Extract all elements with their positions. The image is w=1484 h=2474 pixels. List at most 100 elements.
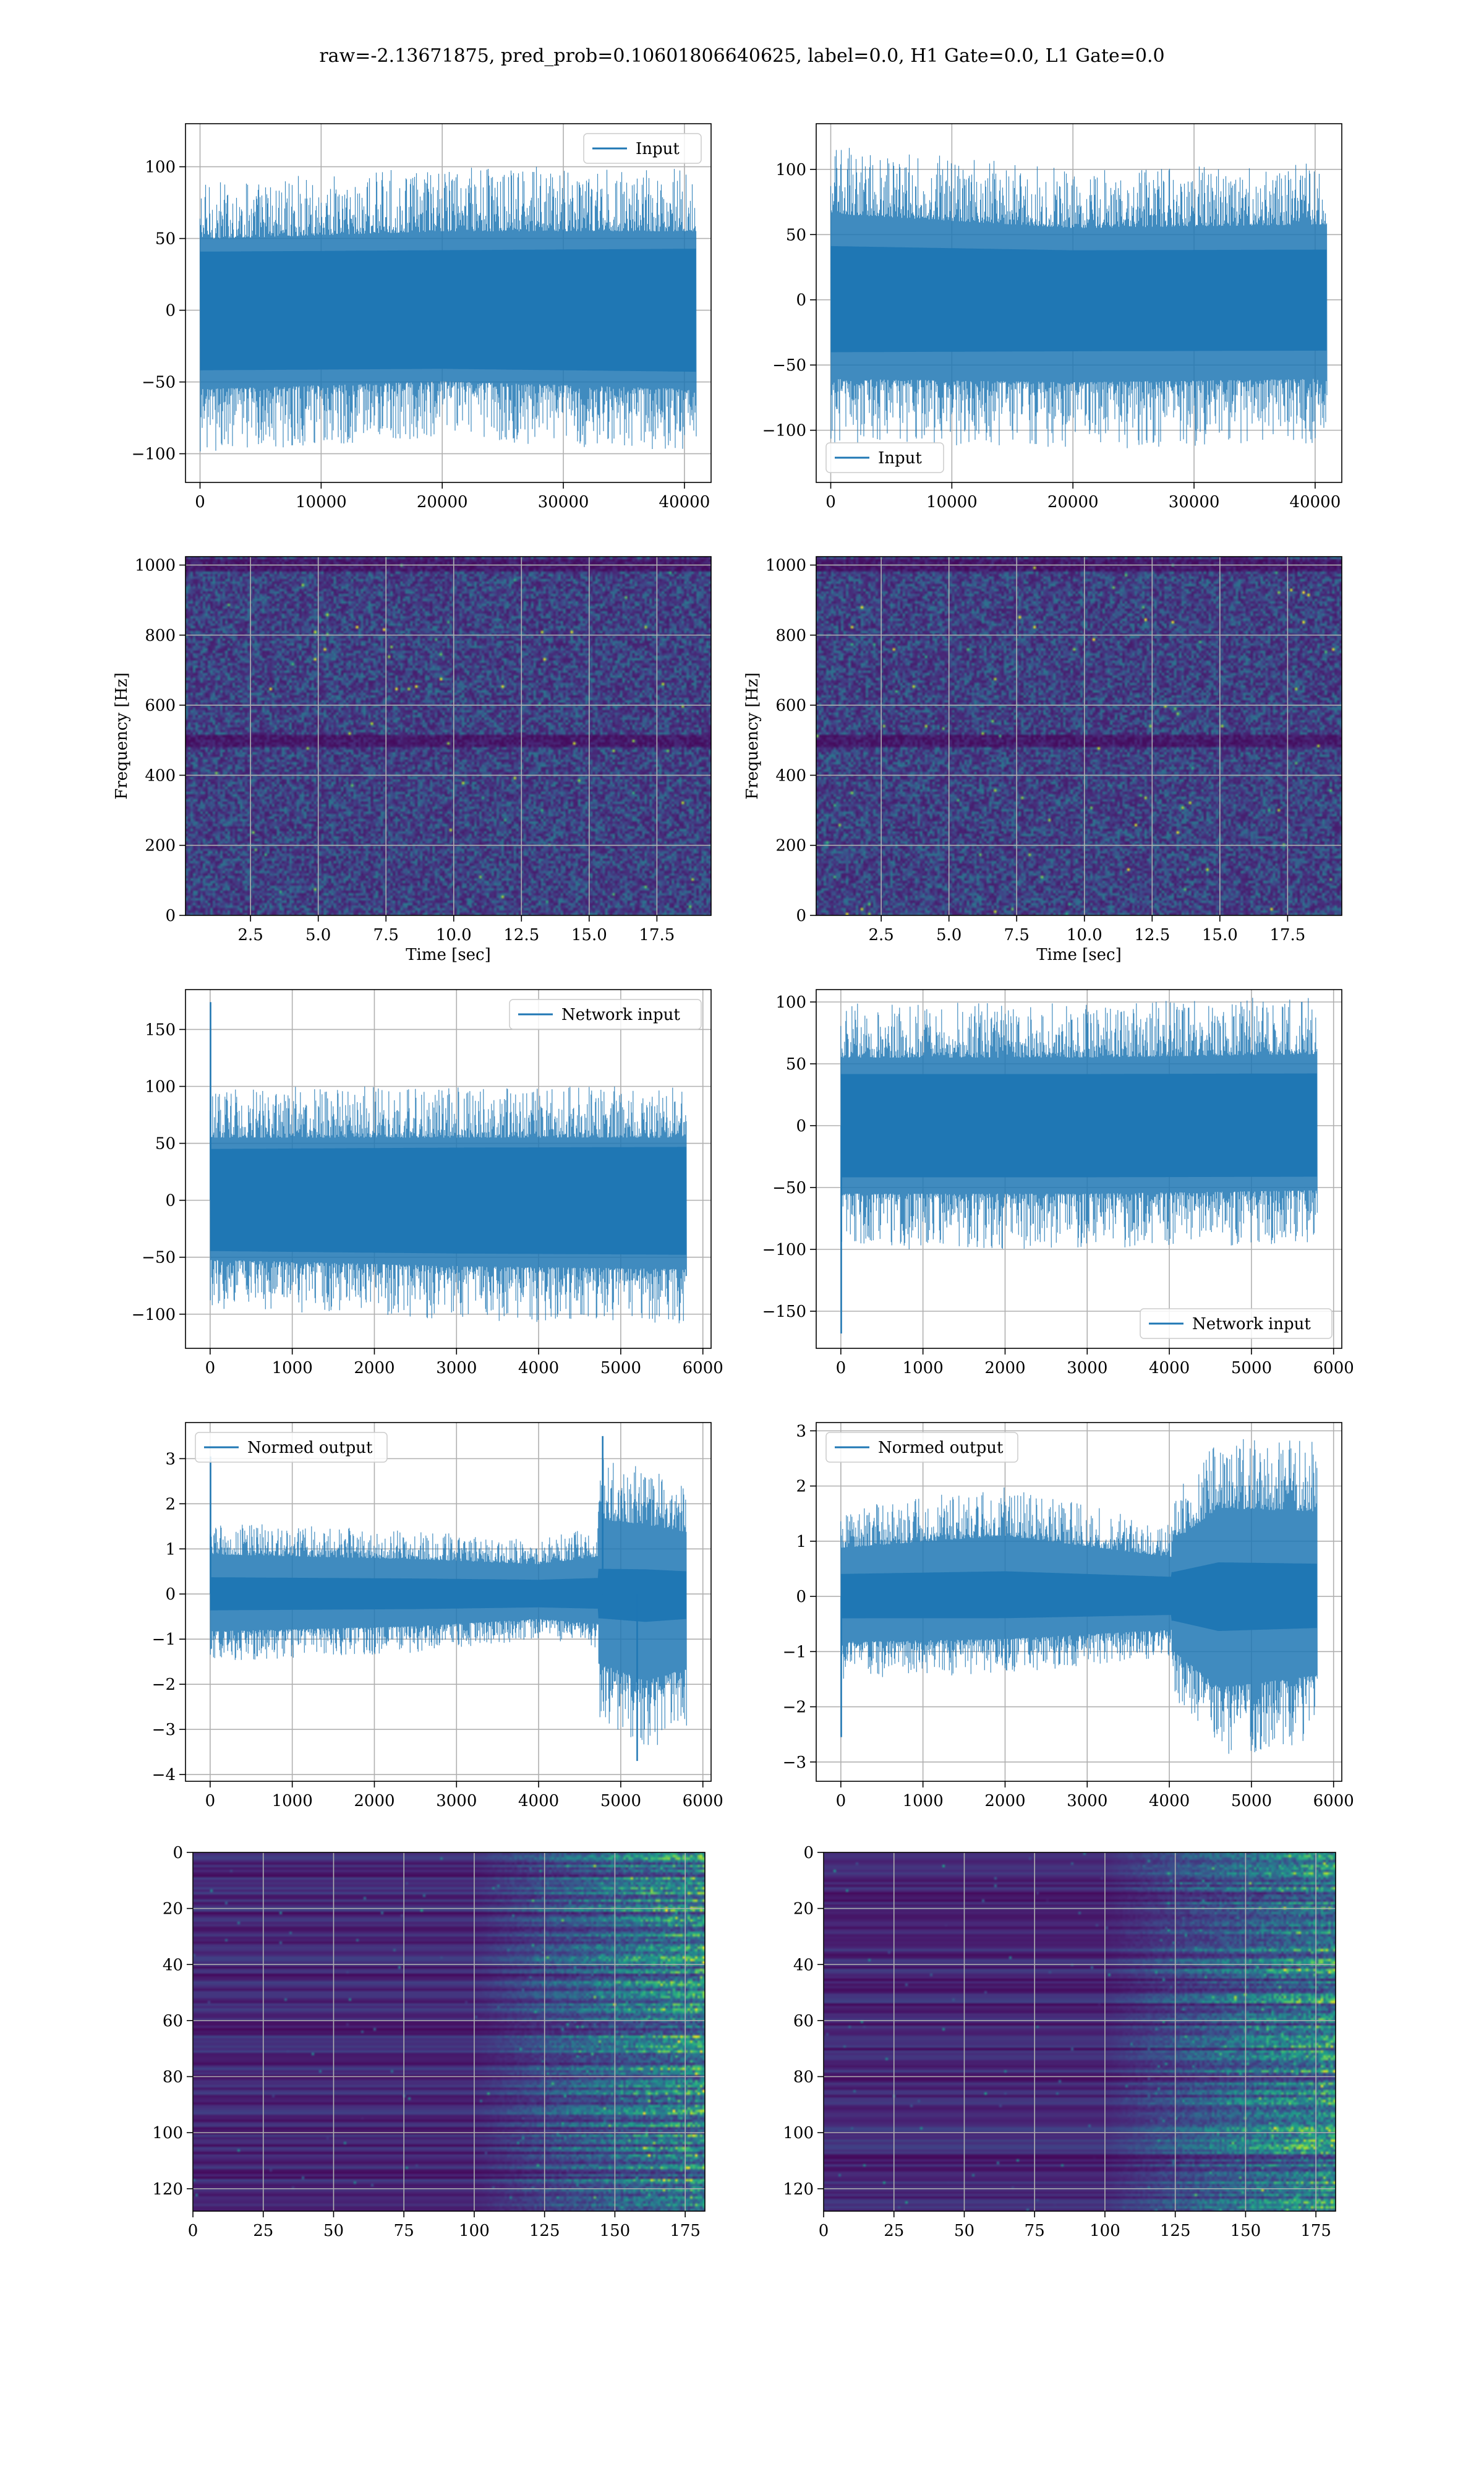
l1-input-legend-box	[825, 442, 944, 473]
l1-input-xtick-label-3: 30000	[1169, 493, 1220, 511]
h1-network-input-ytick-label-1: −50	[142, 1249, 176, 1267]
l1-feature-map-ytick-label-6: 120	[783, 2180, 814, 2199]
h1-normed-output-legend: Normed output	[195, 1432, 388, 1463]
h1-input-legend: Input	[583, 133, 702, 164]
h1-network-input-xtick-label-3: 3000	[436, 1359, 477, 1377]
l1-feature-map-xtick-label-4: 100	[1090, 2222, 1120, 2240]
l1-spectrogram-ytick-label-3: 600	[775, 696, 806, 715]
l1-input-ytick-label-4: 100	[775, 161, 806, 179]
h1-spectrogram-heatmap-image	[186, 557, 711, 915]
l1-network-input-legend-label: Network input	[1192, 1315, 1311, 1333]
chart-h1-feature-map: 0 25 50 75 100 125 150 175 0 20 40 60 80 100 120	[152, 1844, 706, 2240]
l1-input-xtick-label-1: 10000	[926, 493, 978, 511]
l1-normed-output-xtick-label-6: 6000	[1313, 1792, 1354, 1810]
l1-spectrogram-ylabel: Frequency [Hz]	[743, 672, 762, 800]
h1-spectrogram-ytick-label-4: 800	[145, 627, 176, 645]
l1-spectrogram-ytick-label-5: 1000	[765, 557, 806, 575]
h1-spectrogram-ytick-label-3: 600	[145, 696, 176, 715]
h1-normed-output-ytick-label-0: −4	[152, 1766, 176, 1784]
l1-normed-output-ytick-label-2: −1	[783, 1643, 806, 1661]
h1-input-legend-box	[583, 133, 702, 164]
h1-feature-map-xtick-label-3: 75	[394, 2222, 414, 2240]
l1-normed-output-ytick-label-5: 2	[796, 1478, 806, 1496]
l1-normed-output-frame	[816, 1422, 1342, 1782]
l1-normed-output-legend-box	[825, 1432, 1018, 1463]
h1-normed-output-legend-label: Normed output	[247, 1439, 373, 1457]
l1-normed-output-ytick-label-1: −2	[783, 1698, 806, 1717]
l1-network-input-ytick-label-5: 100	[775, 993, 806, 1012]
h1-feature-map-ytick-label-0: 0	[173, 1844, 183, 1862]
l1-spectrogram-xtick-label-5: 15.0	[1202, 926, 1238, 944]
h1-spectrogram-xtick-label-5: 15.0	[571, 926, 607, 944]
l1-network-input-ytick-label-2: −50	[772, 1179, 806, 1197]
l1-feature-map-xtick-label-6: 150	[1230, 2222, 1261, 2240]
h1-network-input-ytick-label-3: 50	[155, 1135, 176, 1154]
h1-input-xtick-label-4: 40000	[659, 493, 710, 511]
h1-normed-output-xtick-label-3: 3000	[436, 1792, 477, 1810]
h1-input-ytick-label-3: 50	[155, 230, 176, 249]
l1-normed-output-xtick-label-0: 0	[836, 1792, 846, 1810]
h1-input-legend-label: Input	[636, 140, 680, 158]
l1-input-xtick-label-0: 0	[825, 493, 836, 511]
l1-feature-map-xtick-label-1: 25	[884, 2222, 904, 2240]
h1-normed-output-xtick-label-5: 5000	[600, 1792, 641, 1810]
l1-normed-output-xtick-label-5: 5000	[1231, 1792, 1272, 1810]
chart-l1-spectrogram: 2.5 5.0 7.5 10.0 12.5 15.0 17.5 0 200 400 600 800 10…	[743, 556, 1342, 964]
h1-feature-map-xtick-label-5: 125	[529, 2222, 560, 2240]
l1-spectrogram-xtick-label-0: 2.5	[868, 926, 893, 944]
l1-network-input-ytick-label-4: 50	[786, 1055, 806, 1074]
l1-feature-map-heatmap-image	[824, 1852, 1336, 2211]
chart-l1-feature-map: 0 25 50 75 100 125 150 175 0 20 40 60 80 100 120	[783, 1844, 1336, 2240]
chart-h1-spectrogram: 2.5 5.0 7.5 10.0 12.5 15.0 17.5 0 200 400 600 800 10…	[113, 556, 712, 964]
h1-normed-output-ytick-label-6: 2	[165, 1495, 176, 1513]
l1-feature-map-ytick-label-4: 80	[793, 2068, 814, 2087]
l1-input-ytick-label-2: 0	[796, 291, 806, 310]
h1-feature-map-ytick-label-5: 100	[152, 2124, 183, 2142]
h1-network-input-ytick-label-5: 150	[145, 1021, 176, 1039]
l1-input-ytick-label-3: 50	[786, 226, 806, 244]
h1-input-ytick-label-0: −100	[132, 445, 176, 464]
h1-network-input-xtick-label-1: 1000	[272, 1359, 313, 1377]
chart-l1-input: 0 10000 20000 30000 40000 −100 −50 0 50 100 Input	[762, 123, 1342, 511]
l1-feature-map-xtick-label-5: 125	[1160, 2222, 1191, 2240]
h1-spectrogram-xtick-label-4: 12.5	[503, 926, 539, 944]
l1-feature-map-ytick-label-1: 20	[793, 1900, 814, 1919]
l1-network-input-legend: Network input	[1140, 1308, 1333, 1339]
l1-network-input-legend-box	[1140, 1308, 1333, 1339]
h1-input-frame	[185, 123, 712, 483]
h1-spectrogram-xlabel: Time [sec]	[406, 946, 491, 964]
l1-network-input-ytick-label-0: −150	[762, 1303, 806, 1321]
l1-spectrogram-ytick-label-2: 400	[775, 766, 806, 785]
panels: 0 10000 20000 30000 40000−100−50050100Input0…	[113, 123, 1354, 2240]
l1-spectrogram-ytick-label-1: 200	[775, 837, 806, 855]
h1-network-input-legend: Network input	[509, 999, 702, 1030]
h1-network-input-frame	[185, 989, 712, 1349]
h1-spectrogram-xtick-label-2: 7.5	[373, 926, 399, 944]
l1-normed-output-legend: Normed output	[825, 1432, 1018, 1463]
h1-feature-map-xtick-label-1: 25	[253, 2222, 273, 2240]
h1-feature-map-ytick-label-1: 20	[163, 1900, 183, 1919]
l1-normed-output-ytick-label-0: −3	[783, 1753, 806, 1772]
figure-title: raw=-2.13671875, pred_prob=0.10601806640…	[319, 45, 1164, 67]
l1-normed-output-ytick-label-3: 0	[796, 1588, 806, 1606]
l1-input-xtick-label-2: 20000	[1047, 493, 1099, 511]
h1-feature-map-ytick-label-3: 60	[163, 2012, 183, 2031]
h1-input-xtick-label-0: 0	[195, 493, 205, 511]
l1-input-ytick-label-1: −50	[772, 356, 806, 375]
h1-normed-output-xtick-label-4: 4000	[518, 1792, 559, 1810]
h1-spectrogram-frame	[185, 556, 712, 916]
l1-normed-output-xtick-label-2: 2000	[984, 1792, 1025, 1810]
l1-input-legend: Input	[825, 442, 944, 473]
h1-normed-output-xtick-label-0: 0	[205, 1792, 216, 1810]
l1-spectrogram-xtick-label-6: 17.5	[1269, 926, 1305, 944]
l1-spectrogram-xlabel: Time [sec]	[1036, 946, 1122, 964]
h1-network-input-xtick-label-6: 6000	[683, 1359, 723, 1377]
l1-network-input-xtick-label-1: 1000	[903, 1359, 944, 1377]
l1-feature-map-ytick-label-5: 100	[783, 2124, 814, 2142]
h1-network-input-legend-label: Network input	[561, 1006, 680, 1024]
h1-feature-map-heatmap-image	[193, 1852, 705, 2211]
h1-normed-output-xtick-label-6: 6000	[683, 1792, 723, 1810]
h1-spectrogram-xtick-label-0: 2.5	[237, 926, 263, 944]
l1-network-input-series-core	[840, 1073, 1317, 1178]
